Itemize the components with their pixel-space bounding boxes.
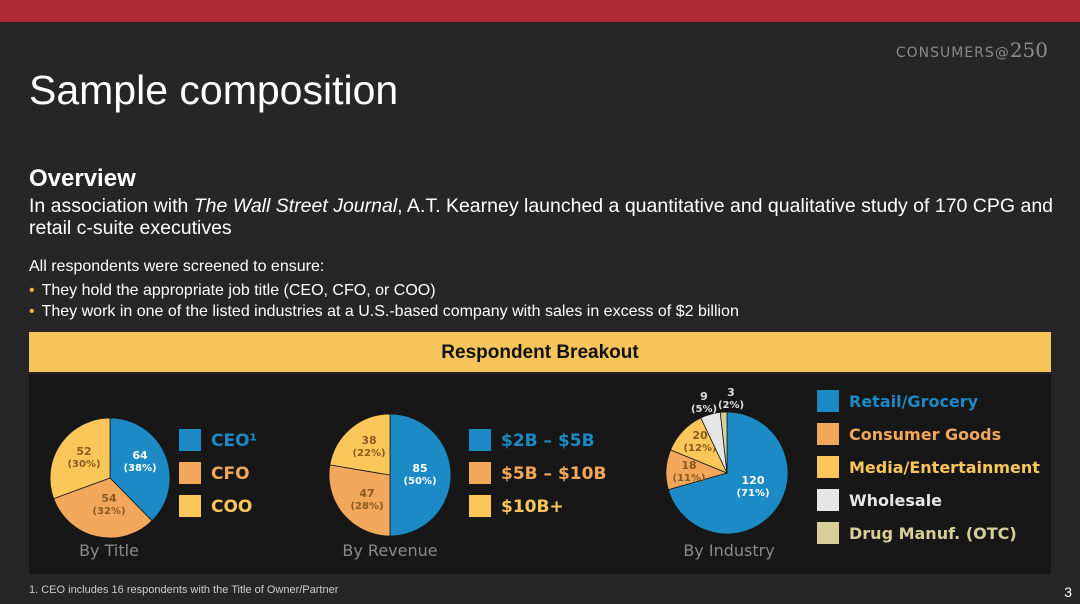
slice-percent-label: (30%) [67,459,100,470]
footnote: 1. CEO includes 16 respondents with the … [29,584,339,596]
legend-label: Media/Entertainment [849,458,1040,477]
overview-text: In association with The Wall Street Jour… [29,195,1059,239]
slice-percent-label: (22%) [352,448,385,459]
overview-text-after: , A.T. Kearney launched a quantitative a… [29,195,1054,239]
pie-slice [53,477,153,539]
pie-slice [329,413,391,476]
overview-text-before: In association with [29,195,194,217]
legend-label: Drug Manuf. (OTC) [849,524,1017,543]
screening-bullets: They hold the appropriate job title (CEO… [29,280,739,322]
brand-logo: CONSUMERS@250 [896,38,1048,62]
slice-percent-label: (28%) [350,501,383,512]
pie-slice [109,417,171,522]
legend-label: Retail/Grocery [849,392,979,411]
brand-number: 250 [1009,38,1048,62]
legend-label: Consumer Goods [849,425,1001,444]
slice-value-label: 120 [742,474,765,487]
legend-label: $10B+ [501,497,564,517]
legend-label: $5B – $10B [501,464,606,484]
legend-swatch [817,423,839,445]
legend-swatch [179,462,201,484]
slice-value-label: 47 [359,487,374,500]
pie-slice [328,464,391,537]
chart-title: By Revenue [342,541,437,560]
legend-swatch [469,495,491,517]
legend-label: CEO¹ [211,431,257,451]
legend-swatch [817,390,839,412]
chart-title: By Title [79,541,139,560]
overview-heading: Overview [29,165,136,192]
top-accent-bar [0,0,1080,22]
pie-slice [667,411,789,535]
pie-slice [389,413,452,537]
page-number: 3 [1064,584,1072,600]
legend-swatch [179,495,201,517]
screening-bullet: They hold the appropriate job title (CEO… [29,280,739,301]
slice-value-label: 54 [101,492,117,505]
slice-value-label: 64 [132,449,148,462]
slice-value-label: 38 [361,434,376,447]
legend-label: $2B – $5B [501,431,595,451]
journal-name: The Wall Street Journal [193,195,398,217]
slice-percent-label: (2%) [718,400,744,411]
legend-swatch [179,429,201,451]
chart-title: By Industry [683,541,774,560]
slice-percent-label: (5%) [691,404,717,415]
legend-label: Wholesale [849,491,942,510]
legend-swatch [469,462,491,484]
slice-value-label: 52 [76,445,91,458]
legend-swatch [817,456,839,478]
slice-value-label: 85 [412,462,427,475]
slice-value-label: 18 [681,459,696,472]
pie-slice [49,417,111,500]
slice-percent-label: (38%) [123,463,156,474]
screening-bullet: They work in one of the listed industrie… [29,301,739,322]
legend-label: COO [211,497,252,517]
legend-swatch [469,429,491,451]
slice-value-label: 3 [727,386,735,399]
breakout-charts: 64(38%) CEO¹ 54(32%) CFO 52(30%) COO By Title 8… [49,386,1040,560]
slice-value-label: 9 [700,390,708,403]
legend-label: CFO [211,464,250,484]
screening-intro: All respondents were screened to ensure: [29,258,325,275]
page-title: Sample composition [29,67,399,113]
brand-at: @ [994,45,1010,61]
slice-percent-label: (12%) [683,443,716,454]
breakout-panel: 64 (38%) CEO¹ 54 (32%) CFO 52 (30%) COO By Title 8… [29,374,1051,574]
breakout-header: Respondent Breakout [29,332,1051,372]
slice-percent-label: (71%) [736,488,769,499]
slice-percent-label: (50%) [403,476,436,487]
legend-swatch [817,489,839,511]
slice-value-label: 20 [692,429,708,442]
slice-percent-label: (32%) [92,506,125,517]
slice-percent-label: (11%) [672,473,705,484]
pie-slice [719,411,728,474]
brand-name: CONSUMERS [895,45,995,61]
legend-swatch [817,522,839,544]
